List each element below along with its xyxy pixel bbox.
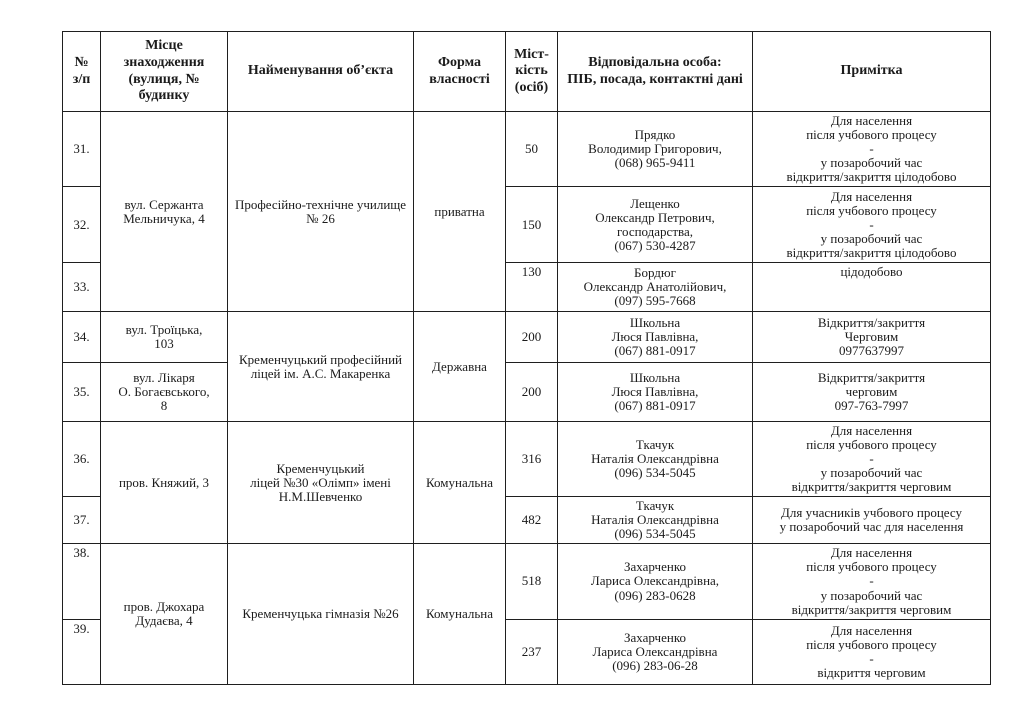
responsible-person-cell: Прядко Володимир Григорович, (068) 965-9… bbox=[557, 110, 753, 188]
address-cell: пров. Джохара Дудаєва, 4 bbox=[100, 543, 228, 685]
col-header-responsible: Відповідальна особа: ПІБ, посада, контак… bbox=[557, 31, 753, 112]
responsible-person-cell: Ткачук Наталія Олександрівна (096) 534-5… bbox=[557, 496, 753, 545]
object-name-cell: Професійно-технічне училище № 26 bbox=[227, 110, 414, 313]
table-row: 34. вул. Троїцька, 103 Кременчуцький про… bbox=[62, 311, 991, 423]
row-number-cell: 37. bbox=[62, 496, 101, 545]
capacity-cell: 237 bbox=[505, 618, 558, 685]
note-cell: Для населення після учбового процесу - у… bbox=[752, 186, 991, 264]
col-header-capacity: Міст- кість (осіб) bbox=[505, 31, 558, 112]
object-name-cell: Кременчуцький ліцей №30 «Олімп» імені Н.… bbox=[227, 421, 414, 545]
capacity-cell: 50 bbox=[505, 110, 558, 188]
note-cell: цідодобово bbox=[752, 262, 991, 313]
table-row: 36. пров. Княжий, 3 Кременчуцький ліцей … bbox=[62, 421, 991, 545]
table-row: 33. 130 Бордюг Олександр Анатолійович, (… bbox=[62, 262, 991, 313]
capacity-cell: 200 bbox=[505, 362, 558, 423]
table-row: 38. пров. Джохара Дудаєва, 4 Кременчуцьк… bbox=[62, 543, 991, 685]
ownership-form-cell: приватна bbox=[413, 110, 506, 313]
capacity-cell: 316 bbox=[505, 421, 558, 498]
capacity-cell: 130 bbox=[505, 262, 558, 313]
col-header-object-name: Найменування об’єкта bbox=[227, 31, 414, 112]
row-number-cell: 34. bbox=[62, 311, 101, 364]
object-name-cell: Кременчуцький професійний ліцей ім. А.С.… bbox=[227, 311, 414, 423]
capacity-cell: 482 bbox=[505, 496, 558, 545]
capacity-cell: 150 bbox=[505, 186, 558, 264]
responsible-person-cell: Захарченко Лариса Олександрівна (096) 28… bbox=[557, 618, 753, 685]
address-cell: вул. Сержанта Мельничука, 4 bbox=[100, 110, 228, 313]
row-number-cell: 39. bbox=[62, 618, 101, 685]
note-cell: Для населення після учбового процесу - в… bbox=[752, 618, 991, 685]
responsible-person-cell: Школьна Люся Павлівна, (067) 881-0917 bbox=[557, 362, 753, 423]
shelters-table: № з/п Місце знаходження (вулиця, № будин… bbox=[62, 31, 991, 685]
capacity-cell: 200 bbox=[505, 311, 558, 364]
col-header-note: Примітка bbox=[752, 31, 991, 112]
address-cell: вул. Лікаря О. Богаєвського, 8 bbox=[100, 362, 228, 423]
row-number-cell: 35. bbox=[62, 362, 101, 423]
responsible-person-cell: Лещенко Олександр Петрович, господарства… bbox=[557, 186, 753, 264]
row-number-cell: 32. bbox=[62, 186, 101, 264]
row-number-cell: 38. bbox=[62, 543, 101, 620]
table-row: 32. 150 Лещенко Олександр Петрович, госп… bbox=[62, 186, 991, 264]
note-cell: Відкриття/закриття Черговим 0977637997 bbox=[752, 311, 991, 364]
note-cell: Для населення після учбового процесу - у… bbox=[752, 421, 991, 498]
ownership-form-cell: Комунальна bbox=[413, 543, 506, 685]
note-cell: Для населення після учбового процесу - у… bbox=[752, 110, 991, 188]
object-name-cell: Кременчуцька гімназія №26 bbox=[227, 543, 414, 685]
row-number-cell: 36. bbox=[62, 421, 101, 498]
table-row: 37. 482 Ткачук Наталія Олександрівна (09… bbox=[62, 496, 991, 545]
responsible-person-cell: Бордюг Олександр Анатолійович, (097) 595… bbox=[557, 262, 753, 313]
ownership-form-cell: Державна bbox=[413, 311, 506, 423]
note-cell: Відкриття/закриття черговим 097-763-7997 bbox=[752, 362, 991, 423]
table-header-row: № з/п Місце знаходження (вулиця, № будин… bbox=[62, 31, 991, 112]
note-cell: Для населення після учбового процесу - у… bbox=[752, 543, 991, 620]
col-header-num: № з/п bbox=[62, 31, 101, 112]
address-cell: вул. Троїцька, 103 bbox=[100, 311, 228, 364]
capacity-cell: 518 bbox=[505, 543, 558, 620]
table-row: 31. вул. Сержанта Мельничука, 4 Професій… bbox=[62, 110, 991, 313]
col-header-ownership: Форма власності bbox=[413, 31, 506, 112]
responsible-person-cell: Школьна Люся Павлівна, (067) 881-0917 bbox=[557, 311, 753, 364]
table-row: 39. 237 Захарченко Лариса Олександрівна … bbox=[62, 618, 991, 685]
responsible-person-cell: Ткачук Наталія Олександрівна (096) 534-5… bbox=[557, 421, 753, 498]
ownership-form-cell: Комунальна bbox=[413, 421, 506, 545]
table-row: 35. вул. Лікаря О. Богаєвського, 8 200 Ш… bbox=[62, 362, 991, 423]
responsible-person-cell: Захарченко Лариса Олександрівна, (096) 2… bbox=[557, 543, 753, 620]
address-cell: пров. Княжий, 3 bbox=[100, 421, 228, 545]
row-number-cell: 33. bbox=[62, 262, 101, 313]
note-cell: Для учасників учбового процесу у позароб… bbox=[752, 496, 991, 545]
row-number-cell: 31. bbox=[62, 110, 101, 188]
col-header-location: Місце знаходження (вулиця, № будинку bbox=[100, 31, 228, 112]
